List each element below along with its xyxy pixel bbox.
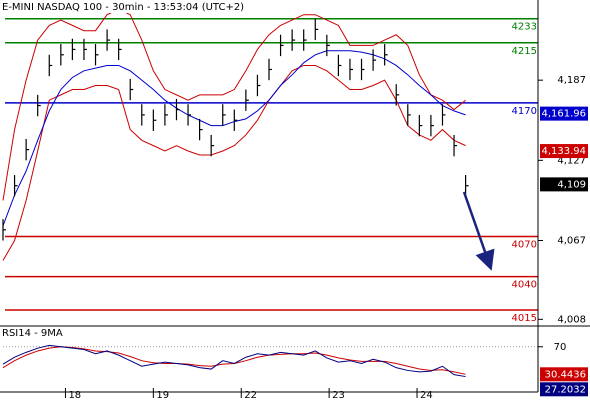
plot-layer: 4233 4215 4170 4070 4040 4015 xyxy=(2,8,538,378)
chart-title: E-MINI NASDAQ 100 - 30min - 13:53:04 (UT… xyxy=(2,2,244,13)
value-tag xyxy=(540,106,588,121)
level-label: 4015 xyxy=(512,313,537,324)
level-label-bg xyxy=(510,238,537,250)
value-tag-label: 4,109 xyxy=(557,179,586,190)
y-tick-label: 4,187 xyxy=(557,75,586,86)
x-tick-label: 18 xyxy=(68,390,81,400)
y-tick-label: 4,127 xyxy=(557,155,586,166)
y-tick-label: 4,008 xyxy=(557,314,586,325)
level-label-bg xyxy=(510,104,537,116)
level-label-bg xyxy=(510,311,537,323)
value-tag xyxy=(540,382,588,397)
rsi-title: RSI14 - 9MA xyxy=(2,328,63,339)
level-label-bg xyxy=(510,278,537,290)
value-tag-label: 27.2032 xyxy=(545,384,586,395)
value-tag-label: 30.4436 xyxy=(545,369,586,380)
y-tick-label: 70 xyxy=(554,342,567,353)
level-label-bg xyxy=(510,44,537,56)
level-label-bg xyxy=(510,20,537,32)
x-tick-label: 23 xyxy=(332,390,345,400)
value-tag xyxy=(540,367,588,382)
level-label: 4233 xyxy=(512,22,537,33)
x-tick-label: 22 xyxy=(244,390,257,400)
overlay-line xyxy=(2,8,466,201)
overlay-line xyxy=(2,64,466,261)
value-tag-label: 4,133.94 xyxy=(541,146,586,157)
level-label: 4215 xyxy=(512,46,537,57)
series-line xyxy=(2,344,466,378)
title-bg xyxy=(0,0,236,13)
value-tag xyxy=(540,177,588,192)
y-tick-label: 4,067 xyxy=(557,235,586,246)
level-label: 4070 xyxy=(512,239,537,250)
level-label: 4170 xyxy=(512,106,537,117)
level-label: 4040 xyxy=(512,280,537,291)
value-tag xyxy=(540,144,588,159)
x-tick-label: 19 xyxy=(156,390,169,400)
x-tick-label: 24 xyxy=(420,390,433,400)
value-tag-label: 4,161.96 xyxy=(541,109,586,120)
forecast-arrow xyxy=(462,191,495,271)
title-bg xyxy=(0,327,70,339)
